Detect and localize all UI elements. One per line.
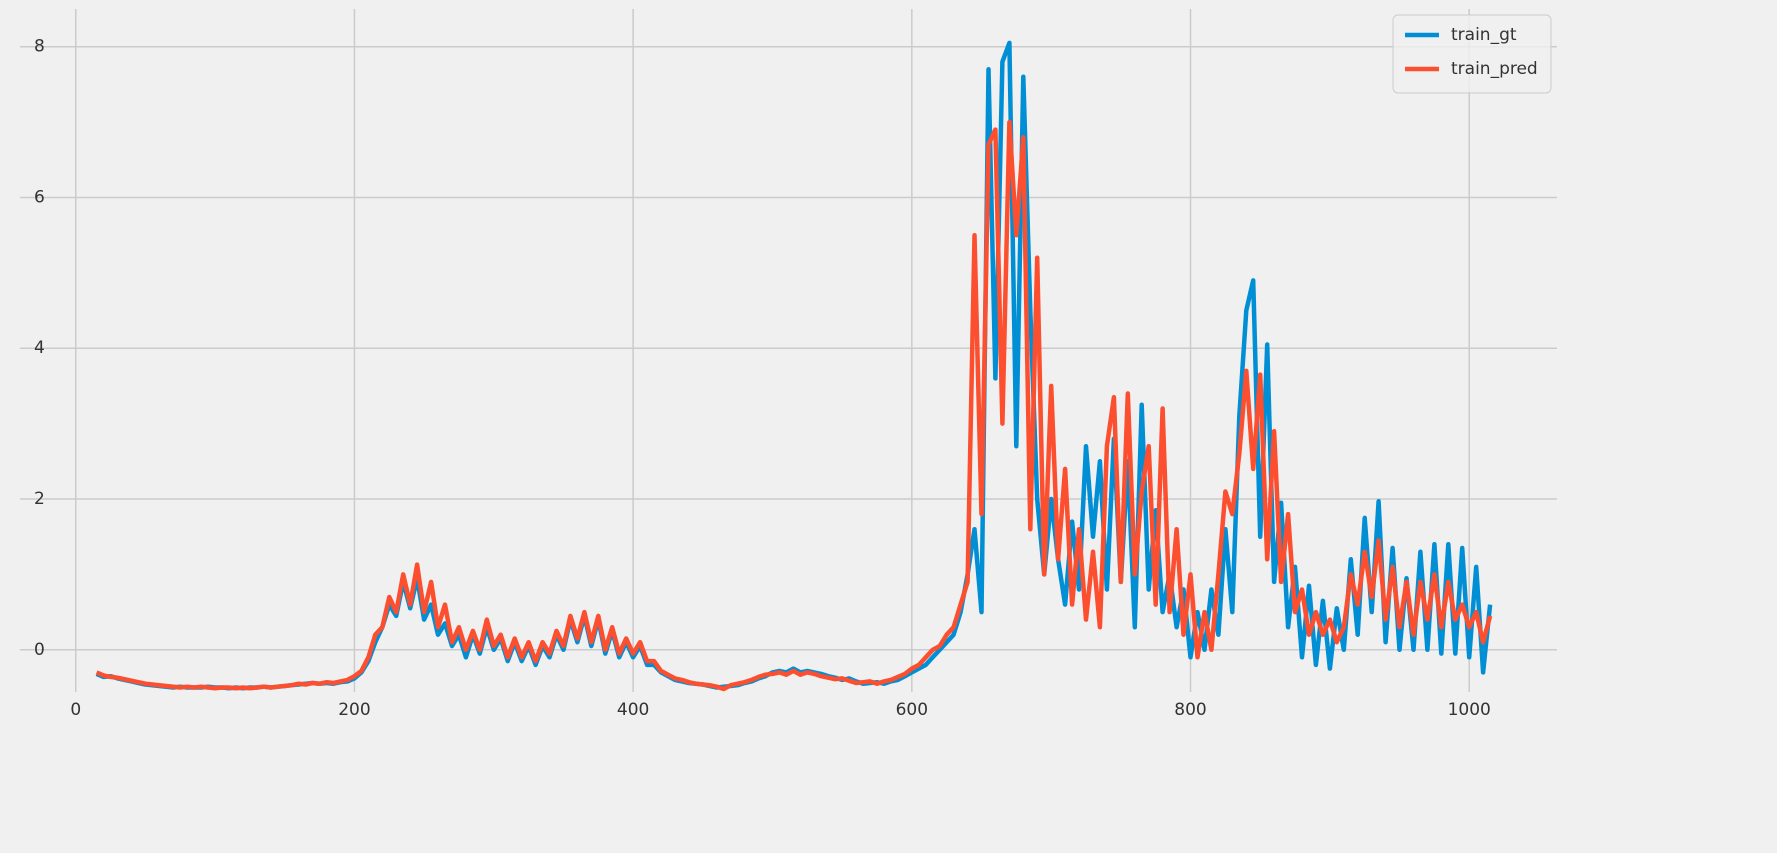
- y-tick-label: 6: [34, 187, 45, 207]
- y-tick-label: 8: [34, 37, 45, 57]
- x-tick-label: 1000: [1448, 700, 1491, 720]
- x-tick-label: 0: [70, 700, 81, 720]
- y-tick-label: 0: [34, 640, 45, 660]
- x-tick-label: 800: [1174, 700, 1206, 720]
- legend-label: train_gt: [1451, 25, 1517, 45]
- legend-label: train_pred: [1451, 59, 1538, 79]
- x-tick-label: 600: [896, 700, 928, 720]
- data-line: [95, 119, 1493, 692]
- legend: train_gt train_pred: [1392, 14, 1552, 94]
- x-tick-label: 400: [617, 700, 649, 720]
- data-line: [95, 40, 1493, 691]
- y-tick-label: 4: [34, 338, 45, 358]
- y-tick-label: 2: [34, 489, 45, 509]
- x-tick-label: 200: [338, 700, 370, 720]
